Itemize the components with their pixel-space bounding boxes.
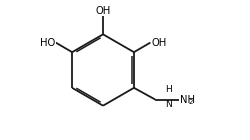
- Text: 2: 2: [188, 99, 193, 105]
- Text: NH: NH: [180, 94, 194, 104]
- Text: N: N: [165, 100, 172, 109]
- Text: H: H: [165, 85, 172, 94]
- Text: OH: OH: [96, 6, 111, 16]
- Text: OH: OH: [151, 38, 166, 48]
- Text: HO: HO: [40, 38, 55, 48]
